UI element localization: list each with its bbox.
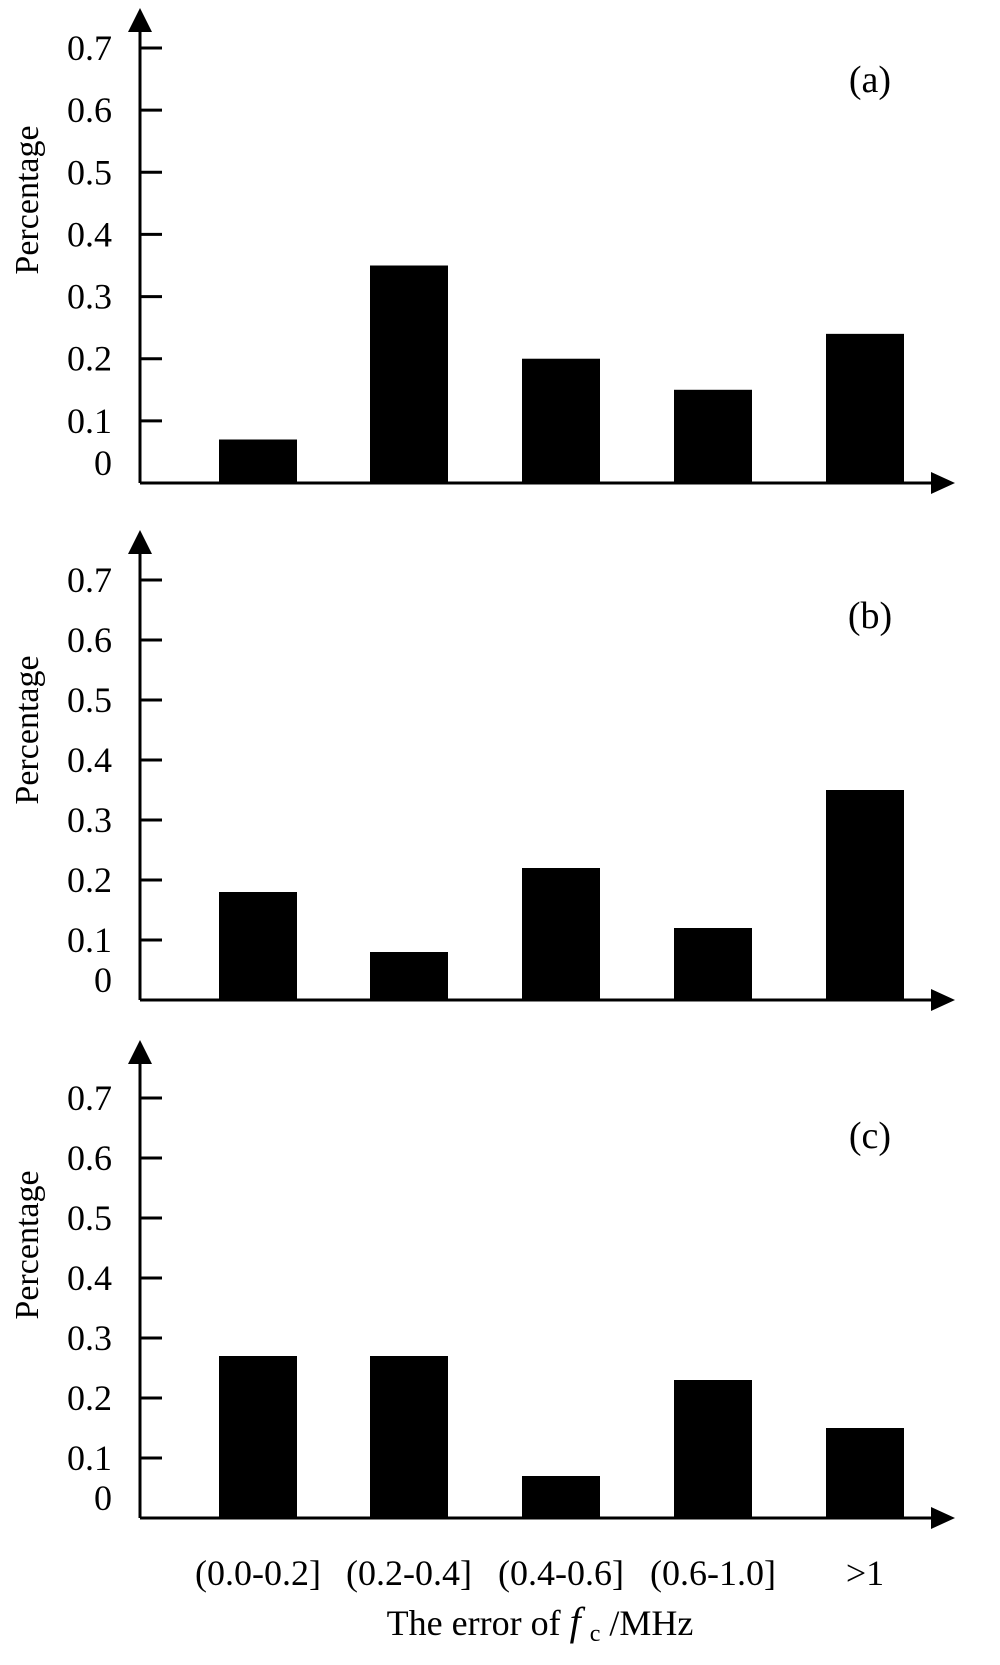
y-axis-arrow xyxy=(128,8,152,32)
bar-1 xyxy=(219,1356,297,1518)
y-tick-label: 0.3 xyxy=(67,277,112,317)
x-tick-label: (0.2-0.4] xyxy=(346,1553,472,1593)
y-tick-label: 0.2 xyxy=(67,339,112,379)
chart-panels: 00.10.20.30.40.50.60.7Percentage(a)00.10… xyxy=(9,8,955,1529)
bar-5 xyxy=(826,333,904,483)
bar-3 xyxy=(522,868,600,1000)
x-tick-labels: (0.0-0.2] (0.2-0.4] (0.4-0.6] (0.6-1.0] >1 xyxy=(195,1553,884,1593)
y-tick-label: 0.4 xyxy=(67,740,112,780)
y-tick-label: 0.3 xyxy=(67,800,112,840)
bar-2 xyxy=(370,952,448,1000)
x-axis-label-prefix: The error of xyxy=(387,1603,570,1643)
panel-label: (b) xyxy=(848,595,892,637)
y-tick-label: 0.4 xyxy=(67,214,112,254)
y-tick-label: 0.7 xyxy=(67,1078,112,1118)
y-tick-label: 0.7 xyxy=(67,28,112,68)
bar-1 xyxy=(219,892,297,1000)
x-axis-arrow xyxy=(931,1507,955,1529)
bar-3 xyxy=(522,1476,600,1518)
x-tick-label: >1 xyxy=(846,1553,884,1593)
y-tick-label: 0.5 xyxy=(67,1198,112,1238)
y-tick-label: 0.1 xyxy=(67,401,112,441)
x-tick-label: (0.0-0.2] xyxy=(195,1553,321,1593)
chart-panel-b: 00.1 0.2 0.3 0.4 0.5 0.6 0.7 Percentage (b) xyxy=(9,530,955,1011)
panel-label: (a) xyxy=(849,59,891,101)
chart-panel-c: 00.1 0.2 0.3 0.4 0.5 0.6 0.7 Percentage (c) xyxy=(9,1040,955,1529)
bar-2 xyxy=(370,265,448,483)
x-tick-label: (0.4-0.6] xyxy=(498,1553,624,1593)
y-tick-label: 0.6 xyxy=(67,620,112,660)
y-tick-label: 0 xyxy=(94,1478,112,1518)
bar-5 xyxy=(826,790,904,1000)
y-axis-label: Percentage xyxy=(9,655,46,804)
bar-2 xyxy=(370,1356,448,1518)
y-axis-arrow xyxy=(128,530,152,554)
x-axis-label-subscript: c xyxy=(590,1621,601,1647)
panel-label: (c) xyxy=(849,1115,891,1157)
y-tick-label: 0.4 xyxy=(67,1258,112,1298)
y-axis-arrow xyxy=(128,1040,152,1064)
chart-panel-a: 00.1 0.2 0.3 0.4 0.5 0.6 0.7 Percentage (a) xyxy=(9,8,955,494)
y-tick-label: 0.6 xyxy=(67,1138,112,1178)
y-tick-label: 0.1 xyxy=(67,1438,112,1478)
y-tick-label: 0.7 xyxy=(67,560,112,600)
y-tick-label: 0.3 xyxy=(67,1318,112,1358)
x-axis-arrow xyxy=(931,472,955,494)
x-axis-label-symbol: f xyxy=(570,1599,586,1644)
y-tick-label: 0.5 xyxy=(67,680,112,720)
y-tick-label: 0 xyxy=(94,960,112,1000)
y-tick-label: 0.2 xyxy=(67,1378,112,1418)
x-axis-label: The error of f c /MHz xyxy=(387,1599,694,1649)
y-axis-label: Percentage xyxy=(9,1170,46,1319)
y-tick-label: 0.6 xyxy=(67,90,112,130)
y-tick-label: 0.2 xyxy=(67,860,112,900)
bar-3 xyxy=(522,358,600,483)
y-tick-label: 0.5 xyxy=(67,152,112,192)
x-tick-label: (0.6-1.0] xyxy=(650,1553,776,1593)
x-axis-arrow xyxy=(931,989,955,1011)
y-tick-label: 0.1 xyxy=(67,920,112,960)
bar-4 xyxy=(674,1380,752,1518)
y-tick-label: 0 xyxy=(94,443,112,483)
x-axis-label-suffix: /MHz xyxy=(609,1603,693,1643)
bar-5 xyxy=(826,1428,904,1518)
y-axis-label: Percentage xyxy=(9,125,46,274)
bar-4 xyxy=(674,389,752,483)
bar-4 xyxy=(674,928,752,1000)
bar-1 xyxy=(219,439,297,483)
